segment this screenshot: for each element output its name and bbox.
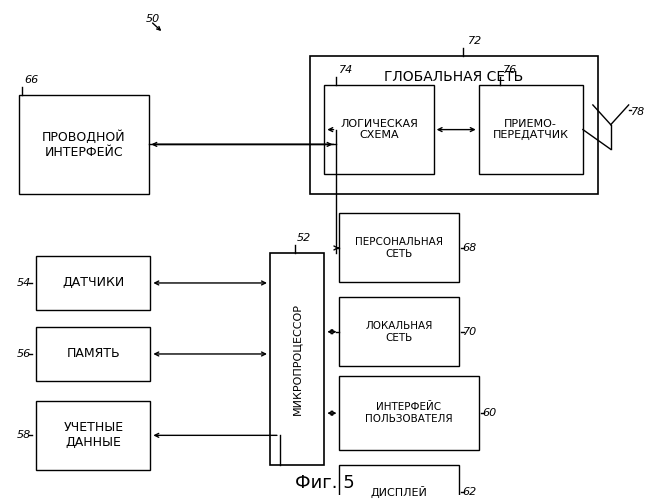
Bar: [36, 401, 151, 470]
Text: ГЛОБАЛЬНАЯ СЕТЬ: ГЛОБАЛЬНАЯ СЕТЬ: [384, 70, 523, 85]
Text: ПРИЕМО-
ПЕРЕДАТЧИК: ПРИЕМО- ПЕРЕДАТЧИК: [493, 119, 569, 141]
Text: УЧЕТНЫЕ
ДАННЫЕ: УЧЕТНЫЕ ДАННЫЕ: [63, 422, 124, 450]
Text: 76: 76: [503, 66, 517, 76]
Text: ИНТЕРФЕЙС
ПОЛЬЗОВАТЕЛЯ: ИНТЕРФЕЙС ПОЛЬЗОВАТЕЛЯ: [365, 402, 453, 424]
Text: 72: 72: [468, 36, 482, 46]
Text: 78: 78: [630, 107, 645, 117]
Text: 60: 60: [482, 408, 497, 418]
Bar: [36, 256, 151, 310]
Text: 68: 68: [463, 243, 477, 253]
Text: 66: 66: [24, 75, 38, 85]
Text: ПРОВОДНОЙ
ИНТЕРФЕЙС: ПРОВОДНОЙ ИНТЕРФЕЙС: [42, 130, 125, 158]
Bar: [309, 56, 598, 194]
Text: 62: 62: [463, 487, 477, 497]
Text: 54: 54: [17, 278, 31, 288]
Text: ПЕРСОНАЛЬНАЯ
СЕТЬ: ПЕРСОНАЛЬНАЯ СЕТЬ: [355, 237, 443, 259]
Text: ДИСПЛЕЙ: ДИСПЛЕЙ: [370, 486, 428, 498]
Bar: [339, 214, 459, 282]
Text: ЛОКАЛЬНАЯ
СЕТЬ: ЛОКАЛЬНАЯ СЕТЬ: [365, 321, 433, 342]
Text: Фиг. 5: Фиг. 5: [294, 474, 354, 492]
Text: ПАМЯТЬ: ПАМЯТЬ: [66, 348, 120, 360]
Bar: [324, 85, 434, 174]
Bar: [478, 85, 583, 174]
Bar: [270, 253, 324, 465]
Text: 70: 70: [463, 327, 477, 337]
Bar: [20, 95, 148, 194]
Text: ЛОГИЧЕСКАЯ
СХЕМА: ЛОГИЧЕСКАЯ СХЕМА: [340, 119, 418, 141]
Bar: [339, 376, 478, 450]
Bar: [339, 298, 459, 366]
Text: 50: 50: [146, 14, 160, 24]
Bar: [339, 465, 459, 500]
Bar: [36, 327, 151, 381]
Text: 56: 56: [17, 349, 31, 359]
Text: ДАТЧИКИ: ДАТЧИКИ: [62, 276, 124, 289]
Text: МИКРОПРОЦЕССОР: МИКРОПРОЦЕССОР: [292, 303, 302, 415]
Text: 58: 58: [17, 430, 31, 440]
Text: 52: 52: [297, 233, 311, 243]
Text: 74: 74: [339, 66, 354, 76]
